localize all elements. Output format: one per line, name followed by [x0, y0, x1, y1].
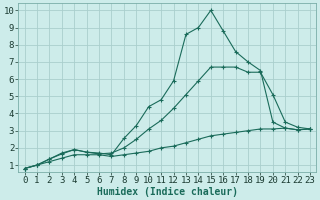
X-axis label: Humidex (Indice chaleur): Humidex (Indice chaleur): [97, 186, 238, 197]
